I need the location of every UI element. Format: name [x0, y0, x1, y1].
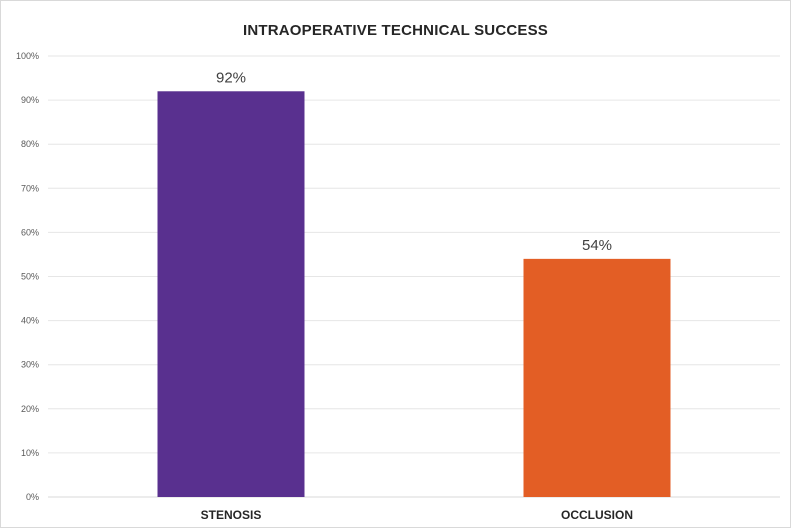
y-tick-label: 40% [21, 316, 39, 326]
data-label: 54% [582, 237, 612, 254]
y-tick-label: 50% [21, 272, 39, 282]
chart-title: INTRAOPERATIVE TECHNICAL SUCCESS [242, 22, 549, 39]
y-tick-label: 90% [21, 95, 39, 105]
y-tick-label: 100% [16, 51, 39, 61]
x-axis-categories: STENOSIS OCCLUSION [201, 508, 633, 522]
data-labels: 92% 54% [216, 69, 612, 254]
y-tick-label: 0% [26, 492, 39, 502]
y-tick-label: 30% [21, 360, 39, 370]
y-tick-label: 10% [21, 448, 39, 458]
y-axis-ticks: 0% 10% 20% 30% 40% 50% 60% 70% 80% 90% 100% [16, 51, 39, 502]
y-tick-label: 70% [21, 183, 39, 193]
y-tick-label: 20% [21, 404, 39, 414]
y-tick-label: 60% [21, 227, 39, 237]
bar-occlusion [523, 258, 671, 497]
data-label: 92% [216, 69, 246, 86]
x-category-label: STENOSIS [201, 508, 262, 522]
y-tick-label: 80% [21, 139, 39, 149]
bar-stenosis [157, 91, 305, 497]
x-category-label: OCCLUSION [561, 508, 633, 522]
bars [157, 91, 671, 497]
